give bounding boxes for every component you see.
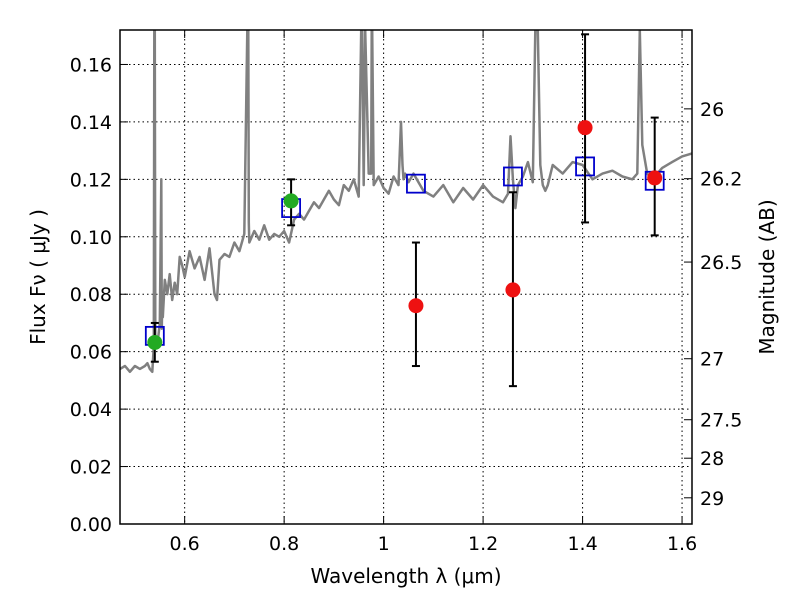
x-tick-label: 1.6	[667, 533, 697, 555]
measurement-point	[505, 282, 521, 298]
y-axis-label: Flux Fν ( μJy )	[26, 209, 50, 345]
detection-point	[147, 334, 163, 350]
measurement-point	[577, 120, 593, 136]
y-tick-label: 0.04	[70, 399, 112, 421]
x-tick-label: 1.4	[567, 533, 597, 555]
right-tick-label: 26.5	[700, 252, 742, 274]
plot-frame	[119, 29, 693, 525]
spectrum-layer	[120, 30, 692, 374]
right-axis-label: Magnitude (AB)	[755, 199, 779, 354]
right-tick-label: 26.2	[700, 169, 742, 191]
y-tick-label: 0.14	[70, 112, 112, 134]
y-tick-label: 0.02	[70, 457, 112, 479]
measurement-point	[647, 170, 663, 186]
x-tick-label: 0.6	[170, 533, 200, 555]
x-axis-label: Wavelength λ (μm)	[310, 564, 501, 588]
y-tick-label: 0.06	[70, 342, 112, 364]
y-axis: 0.00 0.02 0.04 0.06 0.08 0.10 0.12 0.14 0.16	[70, 54, 128, 536]
right-tick-label: 27	[700, 349, 724, 371]
x-tick-label: 1	[378, 533, 390, 555]
points-layer	[144, 33, 665, 388]
spectrum-line	[120, 30, 692, 374]
x-axis: 0.6 0.8 1 1.2 1.4 1.6	[170, 30, 697, 555]
x-tick-label: 1.2	[468, 533, 498, 555]
y-tick-label: 0.00	[70, 514, 112, 536]
model-photometry-point	[406, 173, 426, 194]
right-tick-label: 26	[700, 99, 724, 121]
y-tick-label: 0.08	[70, 284, 112, 306]
right-axis: 26 26.2 26.5 27 27.5 28 29	[684, 99, 742, 510]
right-tick-label: 28	[700, 448, 724, 470]
model-photometry-point	[503, 166, 523, 187]
y-tick-label: 0.12	[70, 169, 112, 191]
measurement-point	[408, 298, 424, 314]
right-tick-label: 27.5	[700, 410, 742, 432]
x-tick-label: 0.8	[269, 533, 299, 555]
y-tick-label: 0.10	[70, 227, 112, 249]
right-tick-label: 29	[700, 488, 724, 510]
detection-point	[283, 193, 299, 209]
y-tick-label: 0.16	[70, 54, 112, 76]
